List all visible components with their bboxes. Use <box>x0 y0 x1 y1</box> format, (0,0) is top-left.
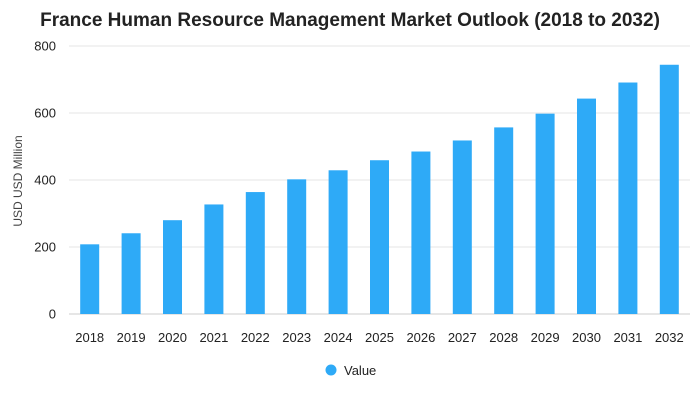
chart-title: France Human Resource Management Market … <box>40 10 660 31</box>
x-tick-label: 2030 <box>572 330 601 345</box>
bar-2030 <box>577 98 596 314</box>
x-tick-label: 2021 <box>199 330 228 345</box>
bars <box>80 64 679 314</box>
y-tick-label: 600 <box>34 106 56 121</box>
x-tick-label: 2031 <box>613 330 642 345</box>
bar-2026 <box>411 151 431 314</box>
bar-2022 <box>245 192 265 314</box>
x-tick-label: 2027 <box>448 330 477 345</box>
bar-2027 <box>452 140 472 314</box>
x-tick-label: 2018 <box>75 330 104 345</box>
x-tick-label: 2019 <box>117 330 146 345</box>
y-axis-label: USD USD Million <box>11 135 25 226</box>
x-tick-label: 2020 <box>158 330 187 345</box>
y-ticks: 0 200 400 600 800 <box>34 39 56 322</box>
bar-2032 <box>659 64 679 314</box>
bar-2031 <box>618 82 638 314</box>
bar-2029 <box>535 113 555 314</box>
x-tick-label: 2022 <box>241 330 270 345</box>
legend: Value <box>325 363 376 378</box>
y-tick-label: 400 <box>34 173 56 188</box>
bar-2019 <box>121 233 141 314</box>
legend-label-value: Value <box>344 363 376 378</box>
x-tick-label: 2025 <box>365 330 394 345</box>
legend-swatch-value <box>325 364 337 376</box>
x-tick-label: 2024 <box>324 330 353 345</box>
y-tick-label: 800 <box>34 39 56 54</box>
bar-2024 <box>328 170 348 314</box>
x-tick-label: 2032 <box>655 330 684 345</box>
bar-2020 <box>163 220 182 314</box>
y-tick-label: 200 <box>34 240 56 255</box>
x-tick-label: 2028 <box>489 330 518 345</box>
bar-2021 <box>204 204 224 314</box>
x-tick-label: 2029 <box>531 330 560 345</box>
bar-2018 <box>80 244 100 314</box>
bar-2025 <box>370 160 389 314</box>
x-tick-label: 2023 <box>282 330 311 345</box>
x-tick-label: 2026 <box>406 330 435 345</box>
bar-2023 <box>287 179 307 314</box>
bar-2028 <box>494 127 514 314</box>
y-tick-label: 0 <box>49 307 56 322</box>
x-ticks: 2018 2019 2020 2021 2022 2023 2024 2025 2026 2027… <box>75 330 684 345</box>
